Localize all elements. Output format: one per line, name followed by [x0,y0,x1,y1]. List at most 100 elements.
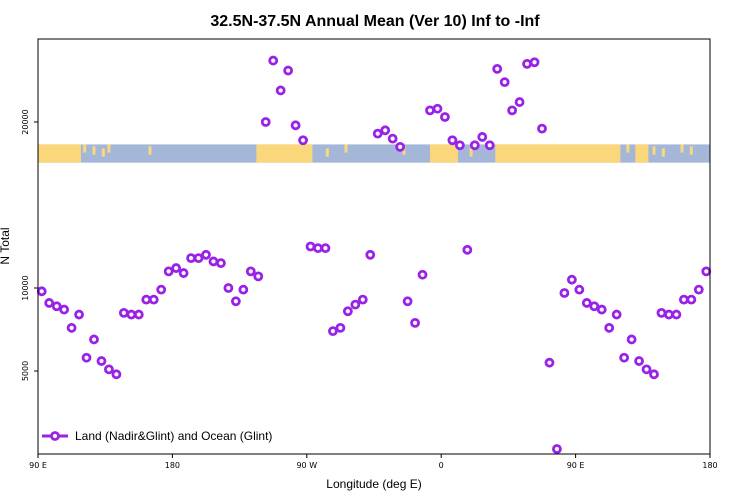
data-point [686,294,697,305]
data-point [313,243,323,254]
data-point [581,298,592,308]
map-land-0 [38,144,81,163]
legend-marker [50,431,60,441]
data-point [574,284,585,295]
x-tick-label: 90 W [296,461,317,470]
data-point [611,309,622,320]
data-point [96,356,107,366]
data-point [499,77,510,88]
data-point [649,369,659,380]
map-land-3 [495,144,621,163]
data-point [350,299,361,310]
data-point [104,364,114,375]
data-point [253,271,264,282]
chart-title: 32.5N-37.5N Annual Mean (Ver 10) Inf to … [210,13,540,30]
data-point [298,135,308,146]
plot-frame [37,38,711,455]
data-point [484,140,495,151]
data-point [230,296,241,307]
map-land-speck [148,146,152,155]
data-point [342,306,353,317]
map-land-speck [689,146,693,155]
legend: Land (Nadir&Glint) and Ocean (Glint) [42,429,272,443]
map-land-speck [83,144,87,153]
data-point [417,269,428,280]
data-point [641,364,652,375]
data-point [522,59,532,69]
data-point [111,369,122,380]
x-tick-label: 0 [439,461,444,470]
world-map-strip [38,144,710,163]
data-point [410,317,420,328]
data-point [268,55,279,66]
data-point [447,135,458,146]
data-point [477,132,488,142]
data-point [589,301,600,312]
data-points [36,55,712,454]
data-point [701,266,712,277]
map-land-speck [92,146,96,155]
data-point [626,334,637,345]
data-point [432,103,443,114]
data-point [440,112,450,122]
data-point [656,307,667,318]
y-tick-label: 20000 [21,109,30,134]
data-point [201,249,211,260]
map-land-speck [626,144,630,153]
x-tick-label: 180 [702,461,717,470]
data-point [671,309,682,320]
data-point [156,284,167,295]
data-point [425,105,435,116]
data-point [118,307,129,318]
data-point [664,309,674,320]
map-land-1 [256,144,313,163]
data-point [36,286,47,297]
x-axis-ticks: 90 E 180 90 W 0 90 E 180 [29,454,718,470]
data-point [245,266,256,277]
data-point [395,141,406,152]
data-point [469,140,480,151]
data-point [559,288,570,298]
map-land-speck [661,148,665,157]
data-point [163,266,174,277]
data-point [537,123,547,134]
data-point [81,352,92,363]
data-point [59,304,70,315]
map-land-4 [635,144,649,163]
map-land-speck [101,148,105,157]
data-point [619,352,630,363]
data-point [402,296,413,307]
data-point [678,294,689,305]
data-point [634,356,644,366]
data-point [89,334,99,345]
data-point [462,244,473,255]
map-land-2 [430,144,458,163]
data-point [566,274,577,285]
data-point [357,294,368,305]
map-land-speck [107,144,111,153]
data-point [290,120,301,131]
map-land-speck [402,146,406,155]
data-point [126,309,137,320]
data-point [238,284,249,295]
map-land-speck [325,148,329,157]
data-point [328,326,338,337]
data-point [335,322,346,333]
data-point [372,128,383,139]
data-point [178,268,189,278]
data-point [133,309,144,320]
data-point [208,256,219,267]
data-point [380,125,391,136]
data-point [148,294,159,305]
data-point [544,357,555,368]
data-point [141,294,152,305]
data-point [387,133,398,144]
data-point [260,117,271,127]
map-land-speck [680,144,684,153]
data-point [305,241,316,252]
x-tick-label: 90 E [29,461,47,470]
data-point [51,301,62,312]
y-tick-label: 10000 [21,275,30,300]
data-point [514,97,525,107]
